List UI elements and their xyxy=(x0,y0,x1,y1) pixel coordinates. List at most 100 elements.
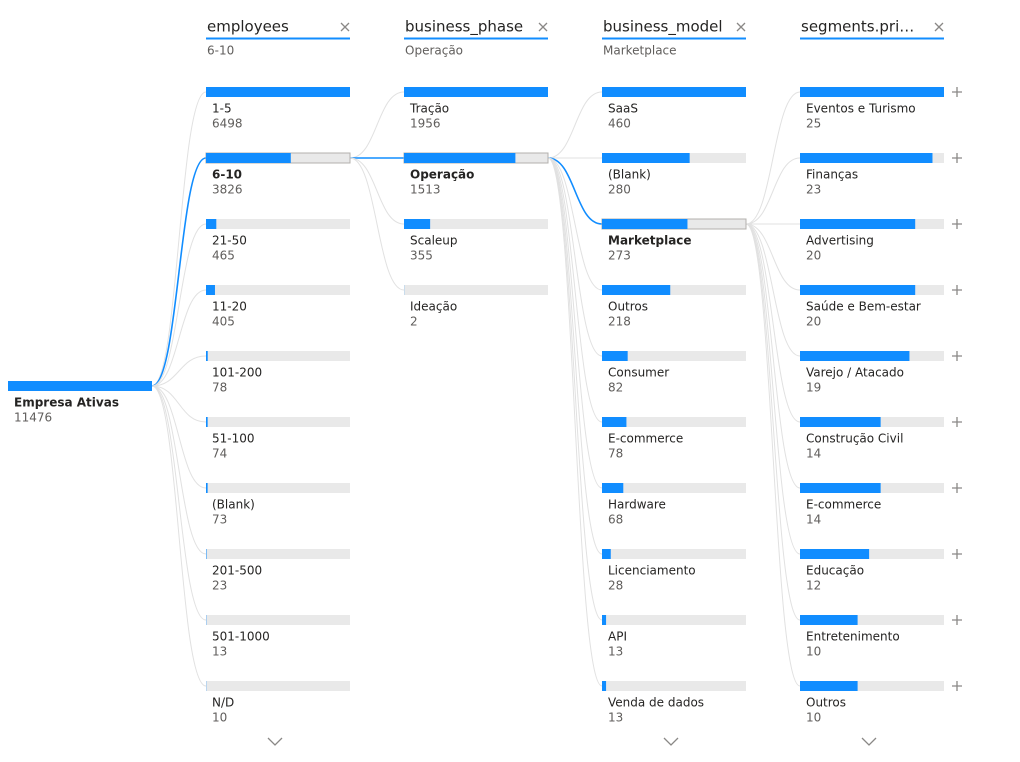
node-label: Scaleup xyxy=(410,234,458,248)
bar-track xyxy=(206,285,350,295)
scroll-down-button[interactable] xyxy=(663,737,679,746)
bar-track xyxy=(206,219,350,229)
bar[interactable] xyxy=(800,417,881,427)
expand-button[interactable] xyxy=(952,351,962,361)
bar[interactable] xyxy=(206,285,215,295)
node-value: 465 xyxy=(212,249,235,263)
bar-track xyxy=(602,351,746,361)
node-value: 28 xyxy=(608,579,623,593)
link xyxy=(547,157,603,357)
root-value: 11476 xyxy=(14,411,52,425)
node-value: 10 xyxy=(806,711,821,725)
link xyxy=(745,91,801,225)
bar[interactable] xyxy=(206,483,208,493)
bar[interactable] xyxy=(404,153,516,163)
bar[interactable] xyxy=(602,549,611,559)
bar-track xyxy=(404,219,548,229)
level-header: business_model xyxy=(603,18,723,37)
bar[interactable] xyxy=(206,351,208,361)
expand-button[interactable] xyxy=(952,87,962,97)
node-value: 13 xyxy=(608,645,623,659)
node-value: 78 xyxy=(608,447,623,461)
bar[interactable] xyxy=(602,87,746,97)
node-value: 78 xyxy=(212,381,227,395)
expand-button[interactable] xyxy=(952,285,962,295)
node-label: Ideação xyxy=(410,300,457,314)
node-label: 201-500 xyxy=(212,564,262,578)
node-label: 51-100 xyxy=(212,432,255,446)
bar[interactable] xyxy=(602,681,607,691)
bar[interactable] xyxy=(800,285,916,295)
bar[interactable] xyxy=(206,417,208,427)
expand-button[interactable] xyxy=(952,549,962,559)
node-label: Operação xyxy=(410,168,474,182)
remove-level-button[interactable] xyxy=(538,22,548,32)
node-value: 20 xyxy=(806,315,821,329)
scroll-down-button[interactable] xyxy=(861,737,877,746)
bar[interactable] xyxy=(602,351,628,361)
node-value: 20 xyxy=(806,249,821,263)
level-selection: 6-10 xyxy=(207,44,234,58)
link xyxy=(151,385,207,687)
link xyxy=(151,223,207,387)
node-value: 6498 xyxy=(212,117,243,131)
bar[interactable] xyxy=(206,87,350,97)
bar[interactable] xyxy=(206,153,291,163)
bar[interactable] xyxy=(602,483,624,493)
bar[interactable] xyxy=(800,615,858,625)
link xyxy=(151,385,207,555)
bar[interactable] xyxy=(602,153,690,163)
bar[interactable] xyxy=(800,483,881,493)
node-value: 10 xyxy=(806,645,821,659)
bar[interactable] xyxy=(800,153,933,163)
remove-level-button[interactable] xyxy=(736,22,746,32)
bar[interactable] xyxy=(602,285,671,295)
bar[interactable] xyxy=(602,615,607,625)
bar-track xyxy=(206,417,350,427)
bar[interactable] xyxy=(602,417,627,427)
node-value: 14 xyxy=(806,513,821,527)
bar[interactable] xyxy=(800,351,910,361)
bar[interactable] xyxy=(206,219,217,229)
scroll-down-button[interactable] xyxy=(267,737,283,746)
bar[interactable] xyxy=(800,87,944,97)
expand-button[interactable] xyxy=(952,153,962,163)
node-value: 25 xyxy=(806,117,821,131)
expand-button[interactable] xyxy=(952,417,962,427)
link xyxy=(745,223,801,291)
link xyxy=(745,223,801,423)
link xyxy=(745,223,801,489)
node-value: 1956 xyxy=(410,117,441,131)
bar[interactable] xyxy=(800,219,916,229)
link xyxy=(547,157,603,555)
bar-track xyxy=(602,549,746,559)
link xyxy=(151,355,207,387)
level-header: employees xyxy=(207,18,289,36)
node-label: Advertising xyxy=(806,234,874,248)
bar[interactable] xyxy=(800,681,858,691)
expand-button[interactable] xyxy=(952,681,962,691)
bar[interactable] xyxy=(800,549,870,559)
root-label: Empresa Ativas xyxy=(14,396,119,410)
node-label: Marketplace xyxy=(608,234,692,248)
node-value: 10 xyxy=(212,711,227,725)
remove-level-button[interactable] xyxy=(934,22,944,32)
link xyxy=(151,385,207,423)
bar[interactable] xyxy=(206,549,207,559)
node-label: API xyxy=(608,630,627,644)
level-selection: Marketplace xyxy=(603,44,677,58)
bar[interactable] xyxy=(602,219,688,229)
node-value: 68 xyxy=(608,513,623,527)
node-label: Construção Civil xyxy=(806,432,903,446)
expand-button[interactable] xyxy=(952,483,962,493)
bar[interactable] xyxy=(404,87,548,97)
bar-track xyxy=(206,483,350,493)
node-label: Eventos e Turismo xyxy=(806,102,916,116)
node-label: Finanças xyxy=(806,168,858,182)
expand-button[interactable] xyxy=(952,615,962,625)
remove-level-button[interactable] xyxy=(340,22,350,32)
bar[interactable] xyxy=(404,219,431,229)
node-value: 12 xyxy=(806,579,821,593)
expand-button[interactable] xyxy=(952,219,962,229)
